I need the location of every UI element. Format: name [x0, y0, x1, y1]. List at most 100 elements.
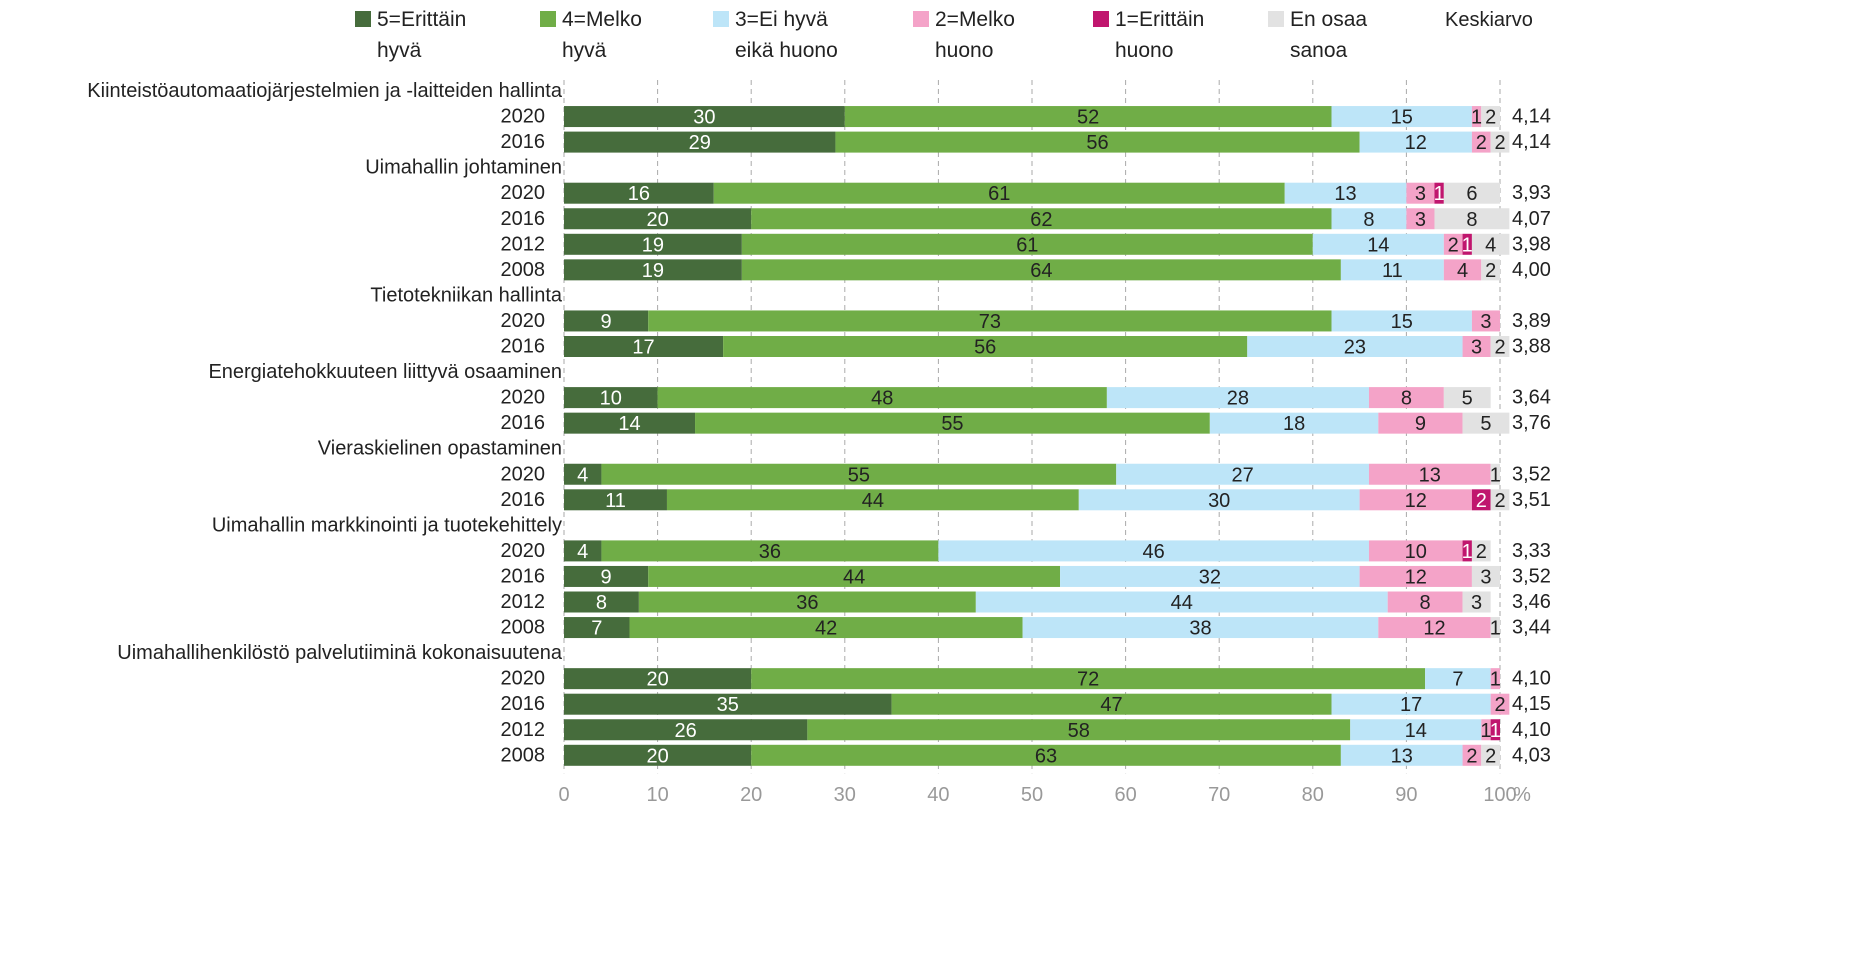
bar-segment [891, 693, 1332, 715]
legend-swatch [540, 11, 556, 27]
value-label: 1 [1480, 720, 1491, 742]
value-label: 9 [1415, 413, 1426, 435]
bar-segment [1359, 565, 1472, 587]
bar-segment [1106, 387, 1369, 409]
legend-label: 4=Melko hyvä [562, 8, 642, 62]
bar-segment [564, 540, 602, 562]
year-label: 2020 [501, 668, 546, 690]
bar-segment [564, 412, 696, 434]
value-label: 3 [1471, 337, 1482, 359]
bar-segment [564, 259, 742, 281]
value-label: 12 [1405, 566, 1427, 588]
legend-swatch [355, 11, 371, 27]
value-label: 10 [600, 388, 622, 410]
legend-item: 5=Erittäin hyvä [355, 4, 505, 66]
bar-segment [1490, 463, 1500, 485]
bar-segment [1425, 668, 1491, 690]
year-label: 2020 [501, 182, 546, 204]
group-label: Energiatehokkuuteen liittyvä osaaminen [208, 361, 562, 383]
mean-value: 4,15 [1512, 693, 1551, 715]
value-label: 2 [1448, 234, 1459, 256]
value-label: 52 [1077, 107, 1099, 129]
bar-segment [751, 744, 1341, 766]
x-tick-label: 10 [646, 784, 668, 806]
bar-segment [1481, 259, 1500, 281]
value-label: 32 [1199, 566, 1221, 588]
mean-value: 3,52 [1512, 565, 1551, 587]
bar-segment [723, 336, 1248, 357]
value-label: 63 [1035, 745, 1057, 767]
bar-segment [1247, 336, 1463, 357]
bar-segment [1312, 233, 1444, 255]
bar-segment [835, 131, 1360, 153]
value-label: 3 [1480, 566, 1491, 588]
year-label: 2016 [501, 693, 546, 715]
value-label: 8 [596, 592, 607, 614]
year-label: 2012 [501, 233, 546, 255]
bar-segment [564, 591, 639, 613]
value-label: 5 [1462, 388, 1473, 410]
group-label: Tietotekniikan hallinta [370, 284, 562, 306]
x-tick-label: 50 [1021, 784, 1043, 806]
value-label: 3 [1415, 209, 1426, 231]
bar-segment [741, 233, 1313, 255]
bar-segment [1471, 310, 1500, 332]
value-label: 12 [1423, 618, 1445, 640]
value-label: 2 [1494, 132, 1505, 154]
bar-segment [1116, 463, 1369, 485]
group-label: Uimahallin johtaminen [365, 157, 562, 179]
bar-segment [1462, 591, 1491, 613]
bar-segment [1490, 336, 1510, 357]
value-label: 55 [941, 413, 963, 435]
mean-header: Keskiarvo [1445, 9, 1533, 31]
mean-value: 3,33 [1512, 540, 1551, 562]
year-label: 2012 [501, 719, 546, 741]
bar-segment [713, 182, 1285, 204]
legend-item: 4=Melko hyvä [540, 4, 690, 66]
mean-value: 4,07 [1512, 208, 1551, 230]
bar-segment [1471, 565, 1500, 587]
value-label: 16 [628, 183, 650, 205]
value-label: 6 [1466, 183, 1477, 205]
value-label: 12 [1405, 132, 1427, 154]
group-label: Vieraskielinen opastaminen [318, 438, 562, 460]
legend-label: 5=Erittäin hyvä [377, 8, 467, 62]
value-label: 20 [646, 745, 668, 767]
legend-label: 1=Erittäin huono [1115, 8, 1205, 62]
bar-segment [1350, 719, 1482, 741]
bar-segment [648, 310, 1332, 332]
value-label: 46 [1143, 541, 1165, 563]
mean-value: 3,64 [1512, 387, 1551, 409]
bar-segment [564, 336, 724, 357]
bar-segment [1443, 259, 1482, 281]
year-label: 2016 [501, 336, 546, 358]
value-label: 2 [1494, 694, 1505, 716]
value-label: 13 [1419, 464, 1441, 486]
value-label: 30 [693, 107, 715, 129]
value-label: 11 [605, 490, 626, 512]
value-label: 17 [632, 337, 654, 359]
bar-segment [1462, 233, 1472, 255]
value-label: 18 [1283, 413, 1305, 435]
value-label: 17 [1400, 694, 1422, 716]
bar-segment [564, 310, 649, 332]
value-label: 19 [642, 260, 664, 282]
group-label: Uimahallihenkilöstö palvelutiiminä kokon… [117, 642, 563, 664]
value-label: 3 [1471, 592, 1482, 614]
bar-segment [1434, 182, 1444, 204]
bar-segment [1471, 540, 1491, 562]
bar-segment [1331, 693, 1491, 715]
bar-segment [1490, 617, 1500, 639]
value-label: 44 [1171, 592, 1193, 614]
value-label: 2 [1485, 107, 1496, 129]
bar-segment [1490, 719, 1500, 741]
bar-segment [844, 106, 1332, 128]
value-label: 56 [1086, 132, 1108, 154]
value-label: 26 [675, 720, 697, 742]
mean-value: 3,46 [1512, 591, 1551, 613]
group-label: Kiinteistöautomaatiojärjestelmien ja -la… [87, 80, 563, 102]
bar-segment [1434, 208, 1510, 230]
legend-swatch [913, 11, 929, 27]
year-label: 2012 [501, 591, 546, 613]
